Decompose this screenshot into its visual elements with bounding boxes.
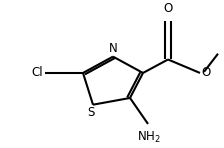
Text: O: O (163, 2, 173, 15)
Text: S: S (87, 106, 95, 119)
Text: NH$_2$: NH$_2$ (137, 130, 161, 145)
Text: Cl: Cl (31, 66, 43, 79)
Text: N: N (109, 42, 117, 55)
Text: O: O (201, 66, 210, 79)
